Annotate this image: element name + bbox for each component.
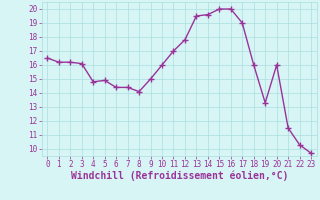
X-axis label: Windchill (Refroidissement éolien,°C): Windchill (Refroidissement éolien,°C) (70, 171, 288, 181)
